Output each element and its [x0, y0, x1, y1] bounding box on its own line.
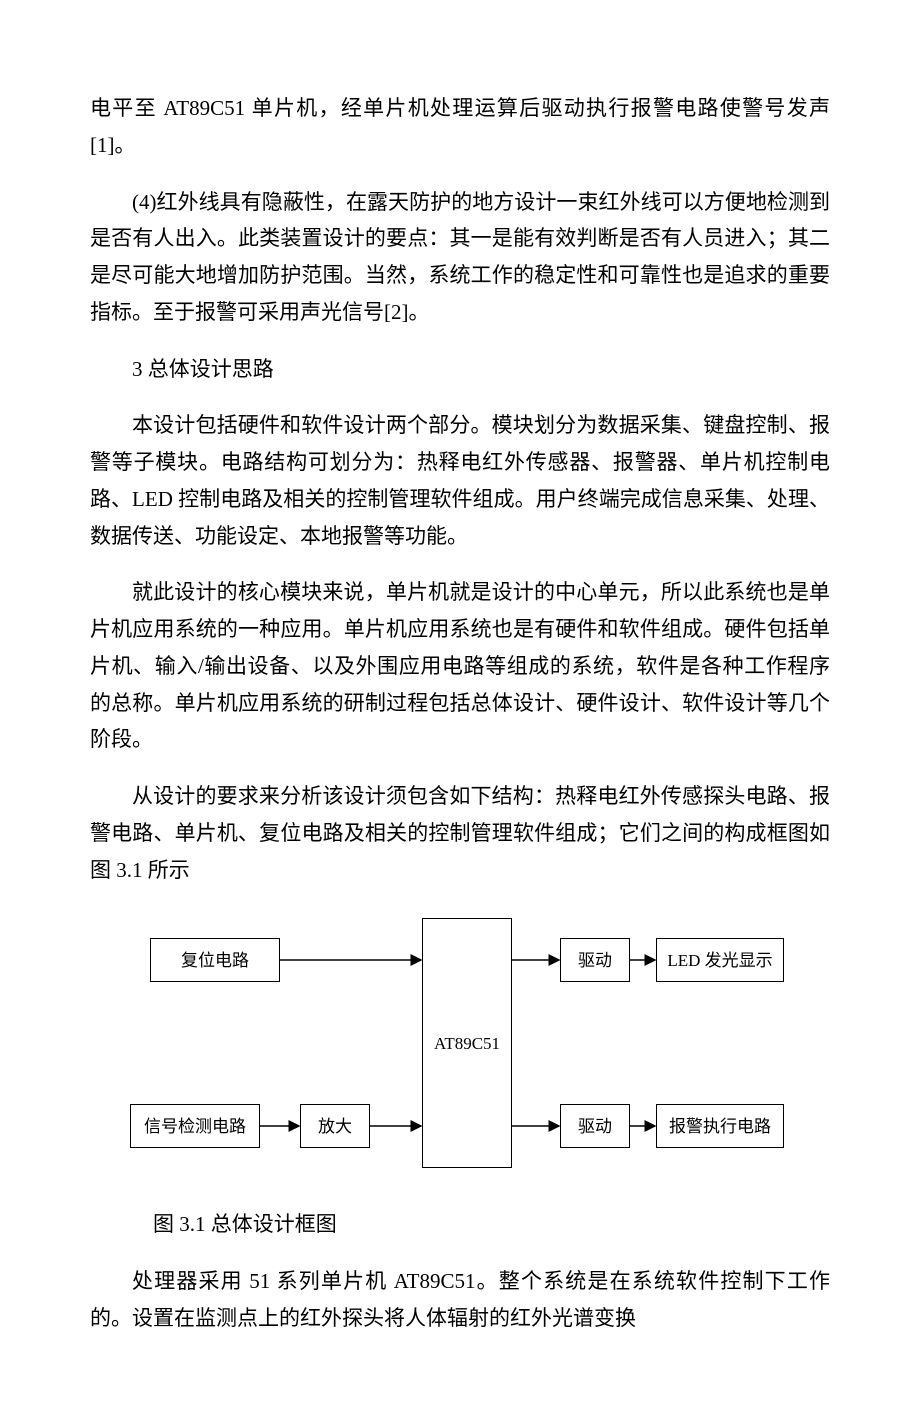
- diagram-node-amp: 放大: [300, 1104, 370, 1148]
- paragraph-6: 处理器采用 51 系列单片机 AT89C51。整个系统是在系统软件控制下工作的。…: [90, 1263, 830, 1337]
- paragraph-1: 电平至 AT89C51 单片机，经单片机处理运算后驱动执行报警电路使警号发声[1…: [90, 90, 830, 164]
- paragraph-5: 从设计的要求来分析该设计须包含如下结构：热释电红外传感探头电路、报警电路、单片机…: [90, 778, 830, 888]
- paragraph-4: 就此设计的核心模块来说，单片机就是设计的中心单元，所以此系统也是单片机应用系统的…: [90, 574, 830, 758]
- diagram-node-drive1: 驱动: [560, 938, 630, 982]
- diagram-node-mcu: AT89C51: [422, 918, 512, 1168]
- block-diagram: 复位电路AT89C51驱动LED 发光显示信号检测电路放大驱动报警执行电路: [130, 908, 790, 1188]
- paragraph-2: (4)红外线具有隐蔽性，在露天防护的地方设计一束红外线可以方便地检测到是否有人出…: [90, 184, 830, 331]
- page-container: 电平至 AT89C51 单片机，经单片机处理运算后驱动执行报警电路使警号发声[1…: [90, 90, 830, 1337]
- figure-caption: 图 3.1 总体设计框图: [90, 1206, 830, 1243]
- paragraph-3: 本设计包括硬件和软件设计两个部分。模块划分为数据采集、键盘控制、报警等子模块。电…: [90, 407, 830, 554]
- diagram-node-led: LED 发光显示: [656, 938, 784, 982]
- diagram-node-signal: 信号检测电路: [130, 1104, 260, 1148]
- diagram-node-alarm: 报警执行电路: [656, 1104, 784, 1148]
- section-heading-3: 3 总体设计思路: [90, 351, 830, 388]
- diagram-node-drive2: 驱动: [560, 1104, 630, 1148]
- diagram-node-reset: 复位电路: [150, 938, 280, 982]
